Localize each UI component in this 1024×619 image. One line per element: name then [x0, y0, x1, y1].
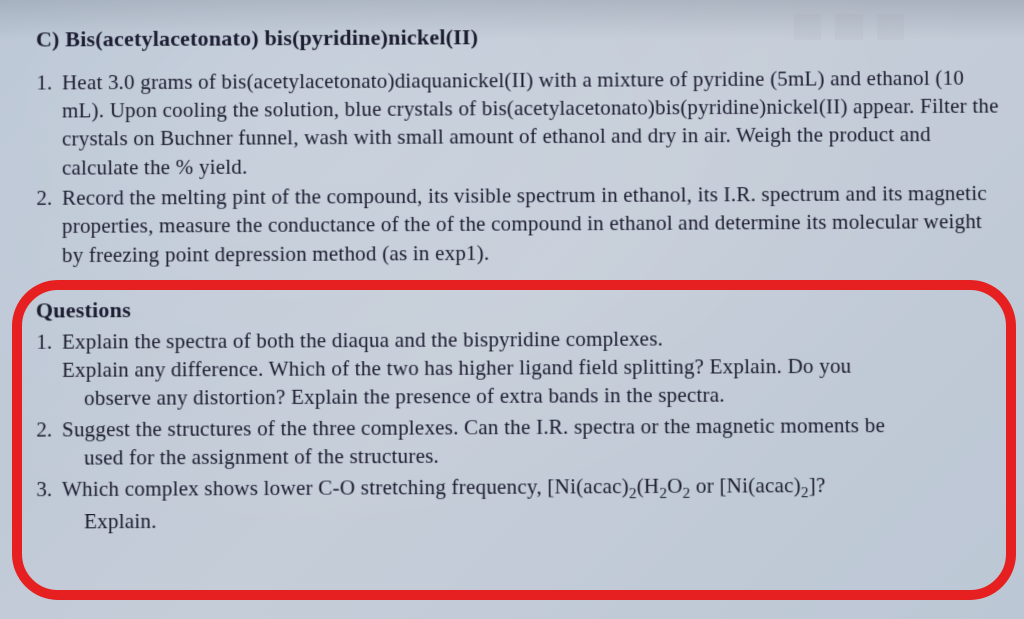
question-2-line-a: Suggest the structures of the three comp…	[62, 413, 885, 442]
page-content: C) Bis(acetylacetonato) bis(pyridine)nic…	[0, 0, 1024, 561]
question-2: Suggest the structures of the three comp…	[58, 410, 1011, 472]
q3-text-mid3: or [Ni(acac)	[690, 472, 801, 497]
q3-sub-2: 2	[659, 486, 667, 502]
q3-sub-3: 2	[683, 485, 691, 501]
procedure-list: Heat 3.0 grams of bis(acetylacetonato)di…	[36, 63, 1009, 269]
q3-text-mid1: (H	[637, 473, 660, 497]
procedure-step-2: Record the melting pint of the compound,…	[58, 179, 1009, 269]
question-1-line-c: observe any distortion? Explain the pres…	[62, 379, 1011, 413]
q3-text-pre: Which complex shows lower C-O stretching…	[62, 473, 629, 500]
question-3-line-b: Explain.	[62, 502, 1012, 536]
question-3: Which complex shows lower C-O stretching…	[58, 469, 1012, 536]
question-1: Explain the spectra of both the diaqua a…	[58, 322, 1011, 413]
q3-text-post: ]?	[809, 472, 826, 496]
question-1-line-b: Explain any difference. Which of the two…	[62, 354, 852, 382]
section-title: C) Bis(acetylacetonato) bis(pyridine)nic…	[36, 19, 1007, 54]
question-3-line-a: Which complex shows lower C-O stretching…	[62, 472, 826, 500]
questions-heading: Questions	[36, 290, 1010, 325]
question-1-line-a: Explain the spectra of both the diaqua a…	[62, 326, 663, 353]
questions-list: Explain the spectra of both the diaqua a…	[36, 322, 1012, 536]
question-2-line-b: used for the assignment of the structure…	[62, 439, 1011, 473]
q3-sub-4: 2	[801, 485, 809, 501]
procedure-step-1: Heat 3.0 grams of bis(acetylacetonato)di…	[58, 63, 1008, 182]
q3-text-mid2: O	[667, 473, 683, 497]
